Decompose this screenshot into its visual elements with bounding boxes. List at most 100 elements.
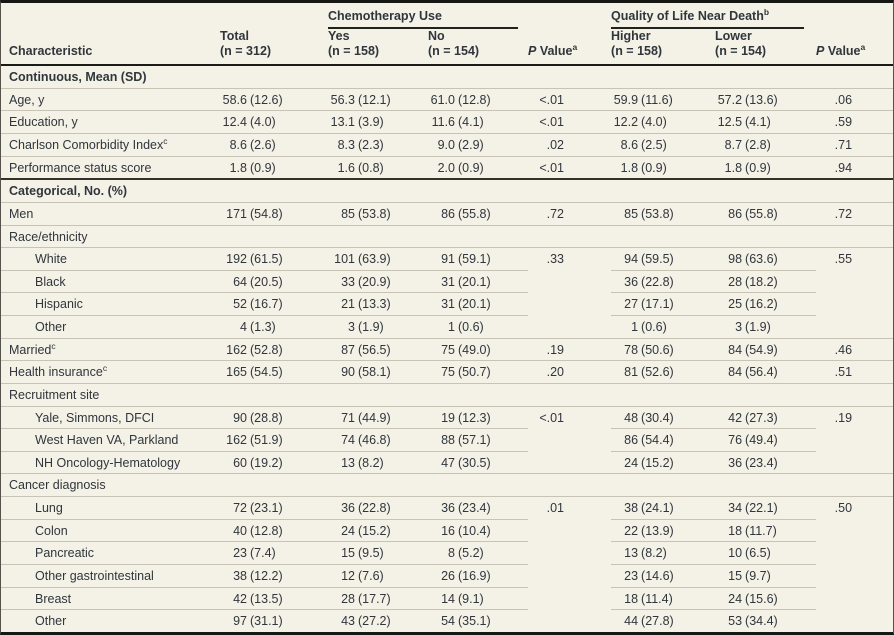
group-label: Chemotherapy Use bbox=[328, 9, 442, 23]
cell-yes: 13 (8.2) bbox=[328, 451, 428, 475]
header-spacer bbox=[1, 3, 328, 29]
table-row: Age, y 58.6 (12.6) 56.3 (12.1) 61.0 (12.8) <.01… bbox=[1, 88, 893, 112]
p-value-cell: .72 bbox=[816, 202, 893, 226]
cell-total: 12.4 (4.0) bbox=[220, 110, 328, 134]
table-row: Pancreatic 23 (7.4) 15 (9.5) 8 (5.2) 13 (8.2) 10(… bbox=[1, 541, 893, 565]
table-row: Other gastrointestinal 38 (12.2) 12 (7.6) 26(… bbox=[1, 564, 893, 588]
cell-higher: 59.9 (11.6) bbox=[611, 88, 716, 112]
cell-yes: 101 (63.9) bbox=[328, 247, 428, 271]
p-value-cell: .06 bbox=[816, 88, 893, 112]
cell-higher: 36 (22.8) bbox=[611, 270, 716, 294]
cell-lower: 57.2 (13.6) bbox=[715, 88, 817, 112]
cell-higher: 13 (8.2) bbox=[611, 541, 716, 565]
cell-yes: 8.3 (2.3) bbox=[328, 133, 428, 157]
characteristic-label: Black bbox=[1, 270, 220, 294]
row-label: Categorical, No. (%) bbox=[1, 178, 893, 203]
cell-yes: 24 (15.2) bbox=[328, 519, 428, 543]
characteristic-label: Other bbox=[35, 614, 67, 629]
cell-higher: 8.6 (2.5) bbox=[611, 133, 716, 157]
column-header-row: Characteristic Total (n = 312) Yes (n = 158… bbox=[1, 29, 893, 66]
table-row: White 192 (61.5) 101 (63.9) 91 (59.1) .33 94 (59.… bbox=[1, 247, 893, 339]
cell-lower: 98 (63.6) bbox=[715, 247, 817, 271]
cell-total: 23 (7.4) bbox=[220, 541, 328, 565]
cell-no: 61.0 (12.8) bbox=[428, 88, 528, 112]
characteristic-label: White bbox=[1, 247, 220, 271]
p-value-cell: .46 bbox=[816, 338, 893, 362]
cell-total: 40 (12.8) bbox=[220, 519, 328, 543]
cell-no: 31 (20.1) bbox=[428, 292, 528, 317]
patient-characteristics-table: Chemotherapy Use Quality of Life Near De… bbox=[1, 3, 893, 632]
col-header-p-value-qol: P Valuea bbox=[816, 29, 893, 66]
table-row: Health insurancec 165 (54.5) 90 (58.1) 75 (50.… bbox=[1, 360, 893, 384]
cell-yes: 85 (53.8) bbox=[328, 202, 428, 226]
p-value-cell: .94 bbox=[816, 156, 893, 180]
cell-higher: 44 (27.8) bbox=[624, 614, 674, 629]
characteristic-label: Charlson Comorbidity Indexc bbox=[1, 133, 220, 157]
cell-yes: 90 (58.1) bbox=[328, 360, 428, 384]
cell-no: 47 (30.5) bbox=[428, 451, 528, 475]
group-header-chemotherapy-use: Chemotherapy Use bbox=[328, 3, 611, 29]
characteristic-label: Lung bbox=[1, 496, 220, 520]
table-row: Black 64 (20.5) 33 (20.9) 31 (20.1) 36 (22.8) 28(… bbox=[1, 270, 893, 294]
cell-higher: 27 (17.1) bbox=[611, 292, 716, 317]
row-label: Recruitment site bbox=[1, 383, 893, 407]
cell-no: 75 (49.0) bbox=[428, 338, 528, 362]
cell-lower: 15 (9.7) bbox=[715, 564, 817, 588]
cell-yes: 33 (20.9) bbox=[328, 270, 428, 294]
table-row: Colon 40 (12.8) 24 (15.2) 16 (10.4) 22 (13.9) 18(… bbox=[1, 519, 893, 543]
cell-total: 1.8 (0.9) bbox=[220, 156, 328, 180]
characteristic-label: Breast bbox=[1, 587, 220, 611]
characteristic-label: Education, y bbox=[1, 110, 220, 134]
footnote-sup: b bbox=[763, 6, 770, 17]
cell-higher: 12.2 (4.0) bbox=[611, 110, 716, 134]
cell-no: 88 (57.1) bbox=[428, 428, 528, 452]
p-value-cell: .51 bbox=[816, 360, 893, 384]
table-row: Yale, Simmons, DFCI 90 (28.8) 71 (44.9) 19 (12… bbox=[1, 406, 893, 475]
cell-no: 54 (35.1) bbox=[441, 614, 491, 629]
characteristic-label: Pancreatic bbox=[1, 541, 220, 565]
cell-no: 11.6 (4.1) bbox=[428, 110, 528, 134]
col-header-no: No (n = 154) bbox=[428, 29, 528, 66]
table-row: Breast 42 (13.5) 28 (17.7) 14 (9.1) 18 (11.4) 24(… bbox=[1, 587, 893, 611]
cell-no: 91 (59.1) bbox=[428, 247, 528, 271]
cell-yes: 36 (22.8) bbox=[328, 496, 428, 520]
cell-higher: 22 (13.9) bbox=[611, 519, 716, 543]
p-value-cell: .01 bbox=[546, 501, 564, 516]
cell-total: 162 (51.9) bbox=[220, 428, 328, 452]
cell-total: 64 (20.5) bbox=[220, 270, 328, 294]
characteristic-label: Yale, Simmons, DFCI bbox=[1, 406, 220, 430]
cell-total: 52 (16.7) bbox=[220, 292, 328, 317]
cell-higher: 86 (54.4) bbox=[611, 428, 716, 452]
cell-no: 16 (10.4) bbox=[428, 519, 528, 543]
row-label: Race/ethnicity bbox=[1, 225, 893, 249]
group-header-row: Chemotherapy Use Quality of Life Near De… bbox=[1, 3, 893, 29]
cell-total: 72 (23.1) bbox=[220, 496, 328, 520]
cell-no: 9.0 (2.9) bbox=[428, 133, 528, 157]
col-header-total: Total (n = 312) bbox=[220, 29, 328, 66]
p-value-cell: .19 bbox=[816, 406, 893, 475]
p-value-cell: <.01 bbox=[528, 110, 612, 134]
characteristic-label: West Haven VA, Parkland bbox=[1, 428, 220, 452]
cell-higher: 94 (59.5) bbox=[611, 247, 716, 271]
p-value-cell: .33 bbox=[528, 247, 612, 339]
characteristic-label: Hispanic bbox=[1, 292, 220, 317]
cell-lower: 42 (27.3) bbox=[715, 406, 817, 430]
table-row: Marriedc 162 (52.8) 87 (56.5) 75 (49.0) .19 78 (5… bbox=[1, 338, 893, 362]
cell-yes: 71 (44.9) bbox=[328, 406, 428, 430]
cell-lower: 8.7 (2.8) bbox=[715, 133, 817, 157]
cell-higher: 38 (24.1) bbox=[611, 496, 716, 520]
p-value-cell: .55 bbox=[816, 247, 893, 339]
col-header-lower: Lower (n = 154) bbox=[715, 29, 817, 66]
p-value-cell: <.01 bbox=[528, 156, 612, 180]
group-label: Quality of Life Near Death bbox=[611, 9, 764, 23]
cell-higher: 1.8 (0.9) bbox=[611, 156, 716, 180]
cell-no: 36 (23.4) bbox=[428, 496, 528, 520]
table-row: Education, y 12.4 (4.0) 13.1 (3.9) 11.6 (4.1) <… bbox=[1, 110, 893, 134]
table-row: Performance status score 1.8 (0.9) 1.6 (0.8)… bbox=[1, 156, 893, 180]
table-row: West Haven VA, Parkland 162 (51.9) 74 (46.8)… bbox=[1, 428, 893, 452]
cell-higher: 81 (52.6) bbox=[611, 360, 716, 384]
p-value-cell: .50 bbox=[834, 501, 853, 516]
cell-yes: 1.6 (0.8) bbox=[328, 156, 428, 180]
table-row: NH Oncology-Hematology 60 (19.2) 13 (8.2) 47(… bbox=[1, 451, 893, 475]
cell-no: 8 (5.2) bbox=[428, 541, 528, 565]
